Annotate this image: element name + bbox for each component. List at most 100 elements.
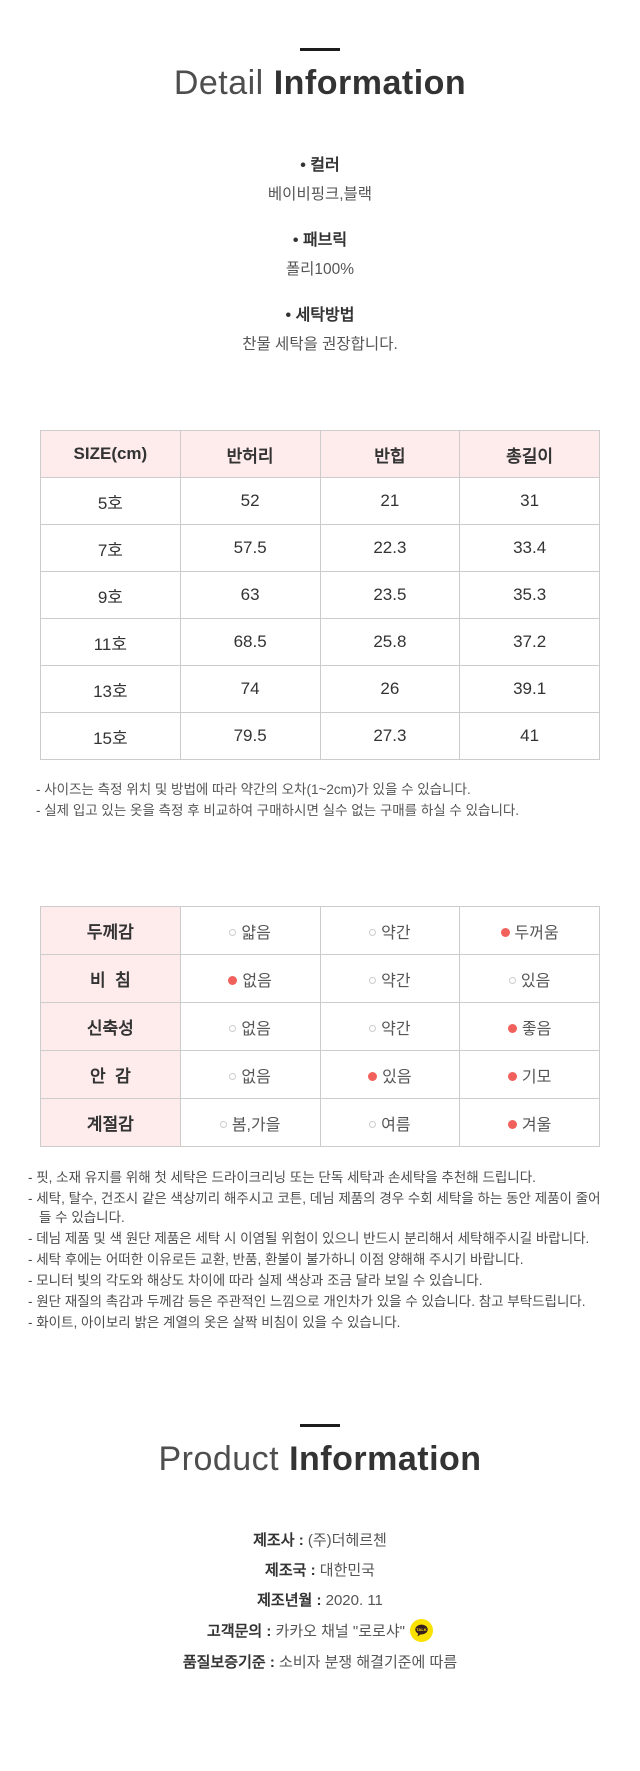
attr-option: 두꺼움 — [459, 906, 600, 956]
spec-label-fabric: • 패브릭 — [292, 232, 348, 249]
size-row: 7호 57.5 22.3 33.4 — [40, 524, 600, 572]
attr-option-label: 있음 — [520, 972, 551, 990]
attr-label-elasticity: 신축성 — [40, 1002, 181, 1052]
size-col-header: 반허리 — [179, 430, 321, 478]
care-note-line: - 모니터 빛의 각도와 해상도 차이에 따라 실제 색상과 조금 달라 보일 … — [28, 1272, 483, 1288]
selected-dot-icon — [368, 1071, 378, 1081]
size-cell: 26 — [319, 665, 461, 713]
care-note-line: - 세탁 후에는 어떠한 이유로든 교환, 반품, 환불이 불가하니 이점 양해… — [28, 1251, 524, 1267]
size-cell: 74 — [179, 665, 321, 713]
field-label-date: 제조년월 : — [257, 1592, 326, 1610]
attr-option-label: 있음 — [382, 1068, 412, 1086]
size-cell: 31 — [459, 477, 600, 525]
field-value-contact: 카카오 채널 "로로샤" — [275, 1623, 405, 1641]
unselected-dot-icon — [229, 1024, 237, 1032]
size-col-header: SIZE(cm) — [40, 430, 181, 478]
field-label-manufacturer: 제조사 : — [253, 1532, 308, 1550]
detail-title-light: Detail — [173, 64, 264, 102]
size-row: 5호 52 21 31 — [40, 477, 600, 525]
size-cell: 7호 — [40, 524, 181, 572]
attr-option: 없음 — [179, 1002, 321, 1052]
size-cell: 68.5 — [179, 618, 321, 666]
attr-option-label: 없음 — [241, 1020, 271, 1038]
attr-option: 봄,가을 — [179, 1098, 321, 1148]
size-cell: 41 — [459, 712, 600, 760]
attr-option-label: 좋음 — [521, 1020, 552, 1038]
unselected-dot-icon — [369, 1024, 377, 1032]
spec-label-washing: • 세탁방법 — [285, 307, 355, 324]
care-notes: - 핏, 소재 유지를 위해 첫 세탁은 드라이크리닝 또는 단독 세탁과 손세… — [28, 1169, 612, 1332]
unselected-dot-icon — [369, 1120, 377, 1128]
attr-option-label: 얇음 — [241, 924, 271, 942]
detail-section-divider-bar — [300, 48, 340, 51]
detail-title-bold: Information — [273, 64, 467, 102]
size-cell: 13호 — [40, 665, 181, 713]
field-value-warranty: 소비자 분쟁 해결기준에 따름 — [279, 1654, 458, 1672]
size-table-body: 5호 52 21 31 7호 57.5 22.3 33.4 9호 63 23.5 35.3 11호 68.… — [40, 477, 600, 760]
size-cell: 57.5 — [179, 524, 321, 572]
unselected-dot-icon — [219, 1120, 227, 1128]
size-cell: 33.4 — [459, 524, 600, 572]
attr-option: 약간 — [319, 954, 461, 1004]
size-cell: 52 — [179, 477, 321, 525]
attr-option: 있음 — [319, 1050, 461, 1100]
attr-option: 없음 — [179, 1050, 321, 1100]
attr-row-thickness: 두께감 얇음 약간 두꺼움 — [40, 906, 600, 956]
attr-option-label: 두꺼움 — [514, 924, 559, 942]
spec-value-color: 베이비핑크,블랙 — [267, 186, 373, 203]
attr-option: 기모 — [459, 1050, 600, 1100]
attr-option: 겨울 — [459, 1098, 600, 1148]
product-section-title: Product Information — [0, 1440, 640, 1479]
size-cell: 21 — [319, 477, 461, 525]
size-note-line: - 사이즈는 측정 위치 및 방법에 따라 약간의 오차(1~2cm)가 있을 … — [36, 782, 471, 797]
care-note-line: - 세탁, 탈수, 건조시 같은 색상끼리 해주시고 코튼, 데님 제품의 경우… — [28, 1191, 601, 1226]
size-table: SIZE(cm) 반허리 반힙 총길이 5호 52 21 31 7호 57.5 22.3 33.4 9… — [40, 430, 600, 760]
field-value-country: 대한민국 — [319, 1562, 375, 1580]
size-col-header: 반힙 — [319, 430, 461, 478]
size-row: 13호 74 26 39.1 — [40, 665, 600, 713]
attr-label-season: 계절감 — [40, 1098, 181, 1148]
attribute-table-body: 두께감 얇음 약간 두꺼움 비 침 없음 약간 있음 신축성 없음 약간 좋음 안 감 없음 있음 기모 계절감… — [40, 906, 600, 1148]
spec-label-color: • 컬러 — [300, 157, 340, 174]
attr-option: 좋음 — [459, 1002, 600, 1052]
spec-value-washing: 찬물 세탁을 권장합니다. — [242, 336, 398, 353]
unselected-dot-icon — [508, 976, 516, 984]
size-col-header: 총길이 — [459, 430, 600, 478]
attr-option: 약간 — [319, 906, 461, 956]
care-note-line: - 데님 제품 및 색 원단 제품은 세탁 시 이염될 위험이 있으니 반드시 … — [28, 1230, 590, 1246]
size-row: 15호 79.5 27.3 41 — [40, 712, 600, 760]
attr-label-sheerness: 비 침 — [40, 954, 181, 1004]
attribute-table: 두께감 얇음 약간 두꺼움 비 침 없음 약간 있음 신축성 없음 약간 좋음 안 감 없음 있음 기모 계절감… — [40, 906, 600, 1148]
size-notes: - 사이즈는 측정 위치 및 방법에 따라 약간의 오차(1~2cm)가 있을 … — [36, 780, 604, 820]
product-field-contact: 고객문의 : 카카오 채널 "로로샤" TALK — [0, 1619, 640, 1643]
care-note-line: - 원단 재질의 촉감과 두께감 등은 주관적인 느낌으로 개인차가 있을 수 … — [28, 1293, 586, 1309]
size-cell: 35.3 — [459, 571, 600, 619]
size-cell: 22.3 — [319, 524, 461, 572]
size-note-line: - 실제 입고 있는 옷을 측정 후 비교하여 구매하시면 실수 없는 구매를 … — [36, 803, 520, 819]
product-field-date: 제조년월 : 2020. 11 — [0, 1589, 640, 1610]
product-field-manufacturer: 제조사 : (주)더헤르첸 — [0, 1529, 640, 1550]
size-header-row: SIZE(cm) 반허리 반힙 총길이 — [40, 430, 600, 478]
attr-option-label: 겨울 — [521, 1116, 552, 1134]
attr-row-season: 계절감 봄,가을 여름 겨울 — [40, 1098, 600, 1148]
product-field-country: 제조국 : 대한민국 — [0, 1559, 640, 1580]
size-cell: 27.3 — [319, 712, 461, 760]
selected-dot-icon — [500, 927, 510, 937]
unselected-dot-icon — [229, 1072, 237, 1080]
attr-row-sheerness: 비 침 없음 약간 있음 — [40, 954, 600, 1004]
attr-option: 여름 — [319, 1098, 461, 1148]
size-cell: 39.1 — [459, 665, 600, 713]
spec-value-fabric: 폴리100% — [285, 261, 355, 278]
size-row: 11호 68.5 25.8 37.2 — [40, 618, 600, 666]
unselected-dot-icon — [229, 928, 237, 936]
selected-dot-icon — [228, 975, 238, 985]
attr-label-lining: 안 감 — [40, 1050, 181, 1100]
attr-option: 약간 — [319, 1002, 461, 1052]
unselected-dot-icon — [369, 976, 377, 984]
